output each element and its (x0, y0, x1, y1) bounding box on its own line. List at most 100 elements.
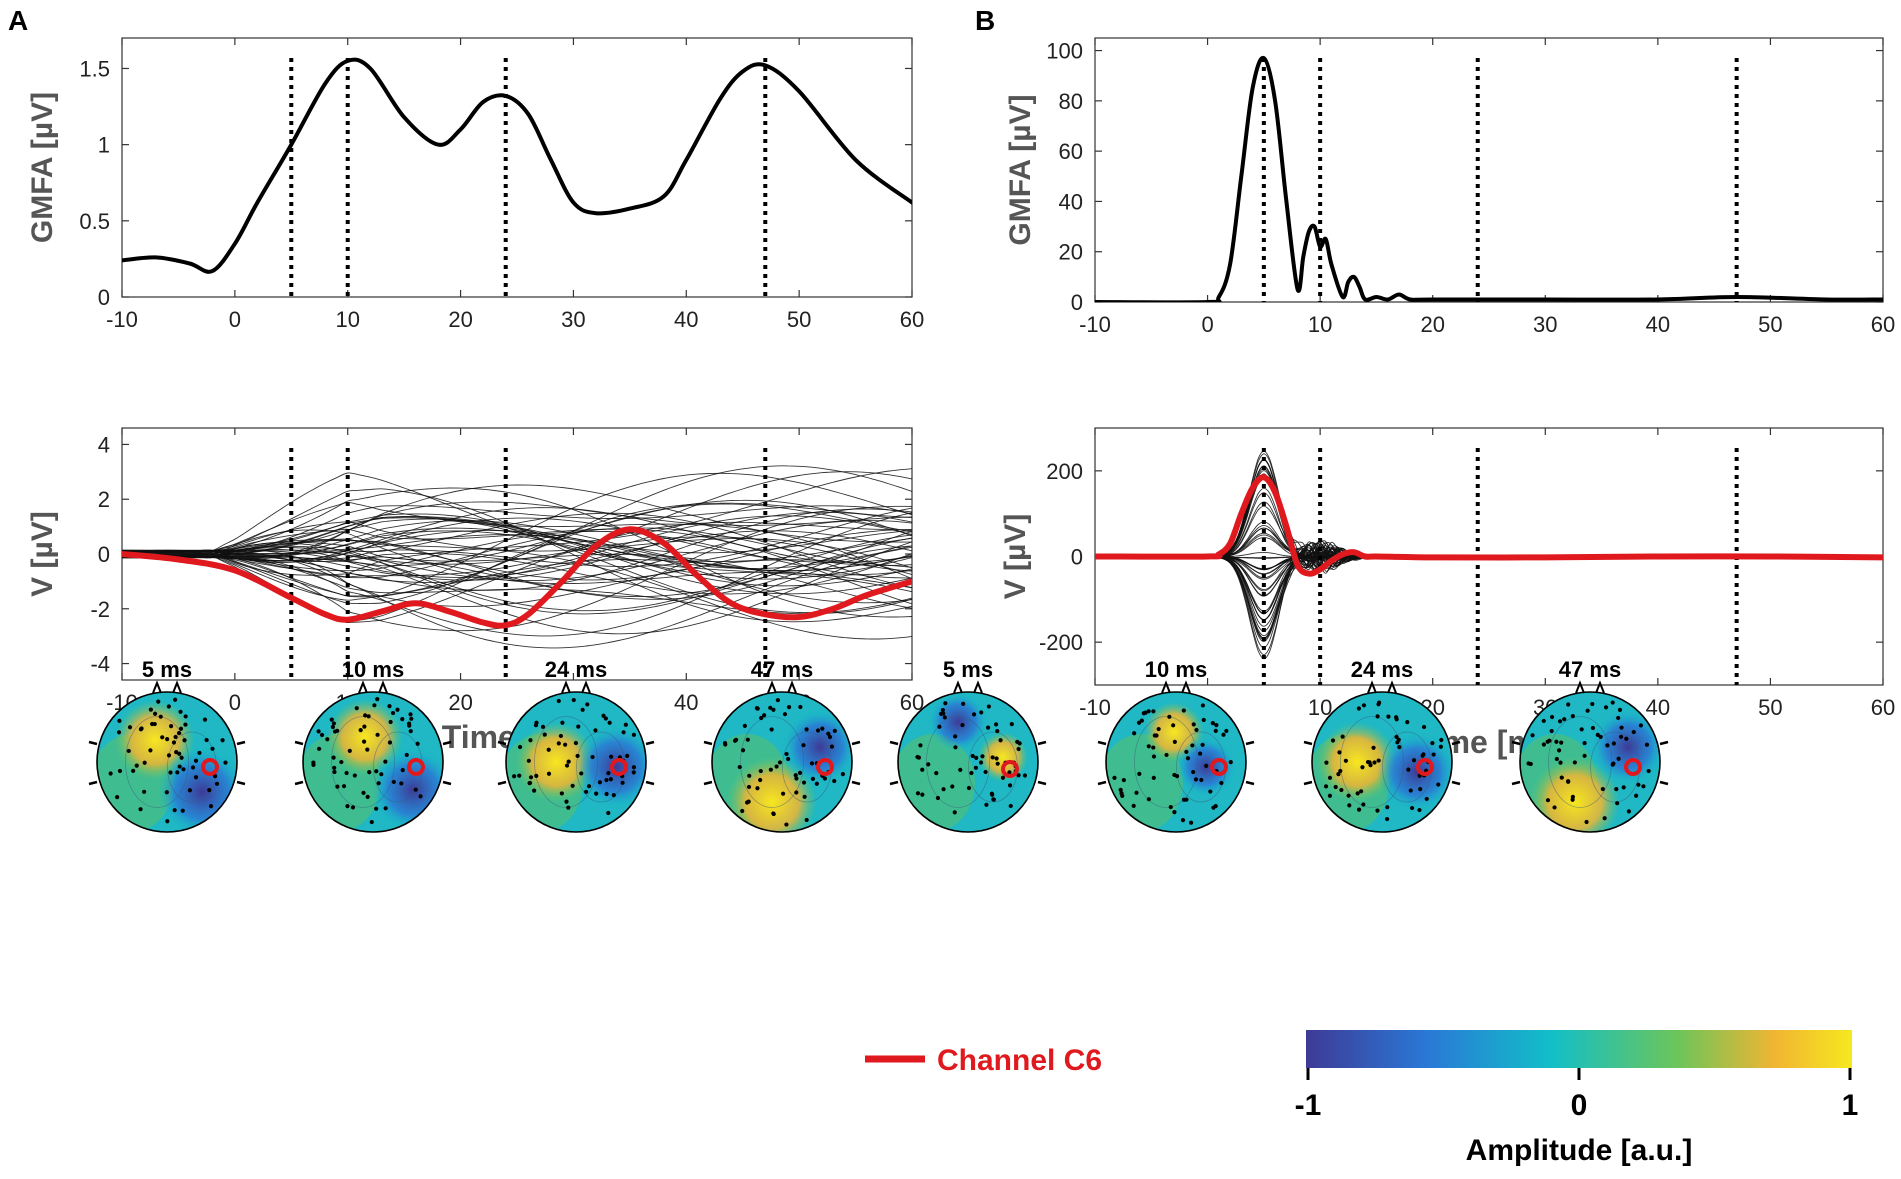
electrode-dot (1324, 760, 1329, 765)
electrode-dot (108, 771, 113, 776)
nose-marker (1595, 680, 1605, 694)
electrode-dot (755, 786, 760, 791)
electrode-dot (793, 773, 798, 778)
electrode-dot (1559, 740, 1564, 745)
electrode-dot (1330, 738, 1336, 743)
head-outline (897, 691, 1039, 833)
electrode-dot (1346, 793, 1351, 798)
electrode-dot (418, 794, 423, 799)
electrode-dot (1164, 752, 1169, 758)
nose-marker (1575, 680, 1585, 694)
electrode-dot (1017, 741, 1022, 746)
panel-letter-b: B (975, 5, 995, 36)
electrode-dot (142, 760, 147, 765)
y-tick-label: 60 (1059, 139, 1083, 164)
nose-marker (561, 680, 571, 694)
x-tick-label: 20 (1420, 312, 1444, 337)
topomap-blob (327, 699, 403, 775)
electrode-dot (744, 800, 750, 805)
electrode-dot (1000, 775, 1006, 780)
electrode-dot (1365, 759, 1371, 765)
electrode-dot (631, 770, 636, 775)
electrode-dot (1171, 723, 1176, 728)
electrode-dot (1549, 714, 1555, 720)
electrode-dot (620, 780, 625, 785)
ear-marker (1037, 740, 1047, 746)
electrode-dot (970, 753, 975, 759)
electrode-dot (1377, 700, 1382, 705)
x-tick-label: 0 (229, 307, 241, 332)
electrode-dot (937, 724, 942, 729)
electrode-dot (1134, 790, 1139, 795)
channel-trace (122, 521, 912, 569)
electrode-dot (1616, 756, 1621, 761)
electrode-dot (1201, 717, 1206, 723)
electrode-dot (1552, 805, 1557, 810)
electrode-dot (1375, 808, 1380, 813)
electrode-dot (1405, 720, 1410, 725)
x-tick-label: 30 (1533, 312, 1557, 337)
x-tick-label: -10 (106, 307, 138, 332)
electrode-dot (1611, 741, 1616, 746)
electrode-dot (1394, 734, 1399, 739)
electrode-dot (604, 791, 609, 797)
electrode-dot (971, 712, 977, 717)
electrode-dot (358, 728, 363, 733)
y-tick-label: 20 (1059, 240, 1083, 265)
channel-trace (122, 472, 912, 593)
electrode-dot (814, 781, 819, 786)
electrode-dot (374, 806, 379, 811)
x-tick-label: 60 (1871, 695, 1895, 720)
electrode-dot (809, 761, 815, 766)
electrode-dot (1356, 706, 1362, 711)
electrode-dot (1337, 750, 1342, 755)
y-tick-label: 1.5 (79, 56, 110, 81)
x-tick-label: 30 (561, 307, 585, 332)
channel-trace (122, 487, 912, 618)
electrode-dot (1646, 768, 1651, 774)
y-tick-label: 0 (1071, 290, 1083, 315)
channel-trace (122, 502, 912, 580)
electrode-dot (1424, 796, 1429, 802)
electrode-dot (1185, 756, 1191, 761)
electrode-dot (1333, 784, 1338, 790)
electrode-dot (993, 722, 999, 727)
x-tick-label: 50 (1758, 695, 1782, 720)
electrode-dot (810, 776, 816, 781)
topomap-blob (928, 692, 988, 752)
electrode-dot (775, 698, 780, 703)
electrode-dot (560, 720, 565, 725)
electrode-dot (331, 755, 336, 760)
electrode-dot (375, 732, 380, 737)
series-line-gmfa (122, 57, 912, 274)
channel-trace (122, 541, 912, 635)
channel-trace (122, 484, 912, 560)
electrode-dot (169, 724, 174, 729)
electrode-dot (940, 707, 945, 713)
channel-trace (1095, 465, 1883, 570)
electrode-dot (1541, 718, 1546, 724)
nose-marker (953, 680, 963, 694)
nose-marker (581, 680, 591, 694)
electrode-dot (563, 742, 568, 747)
nose-marker (1367, 680, 1377, 694)
electrode-dot (1167, 714, 1172, 719)
ear-marker (497, 740, 507, 746)
electrode-dot (973, 765, 978, 770)
electrode-dot (183, 722, 188, 727)
electrode-dot (1007, 770, 1012, 775)
electrode-dot (990, 792, 995, 797)
electrode-dot (916, 755, 922, 760)
electrode-dot (1191, 769, 1196, 775)
electrode-dot (1409, 805, 1415, 811)
electrode-dot (1131, 803, 1136, 808)
electrode-dot (737, 764, 742, 770)
topomap-contour (125, 716, 189, 808)
topomap-contour (1548, 716, 1612, 808)
ear-marker (88, 740, 98, 746)
electrode-dot (798, 704, 803, 710)
electrode-dot (546, 771, 552, 776)
electrode-dot (782, 712, 788, 717)
topomap: 5 ms (889, 657, 1047, 833)
